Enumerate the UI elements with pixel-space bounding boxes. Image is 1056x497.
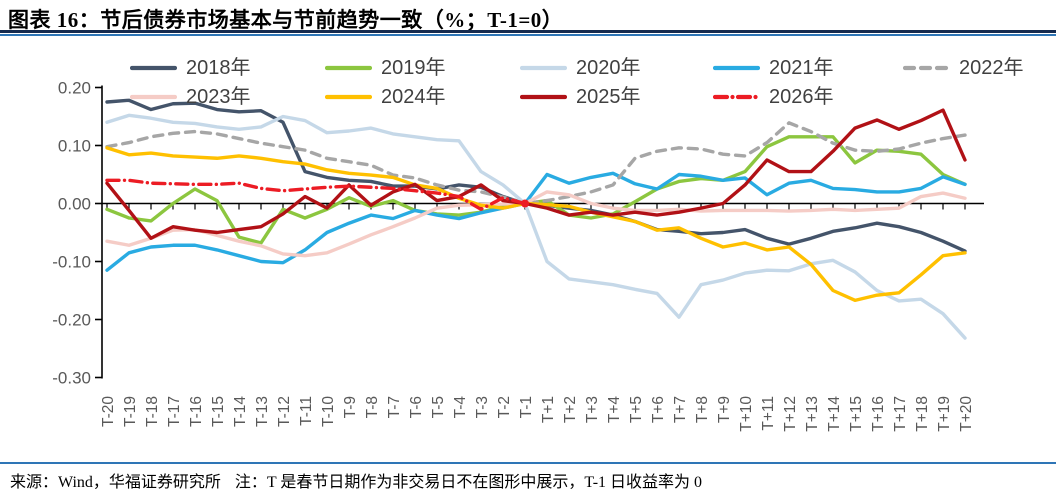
legend-item-2018年: 2018年: [130, 58, 251, 78]
series-line-2022年: [105, 121, 967, 206]
x-axis-label: T+20: [958, 396, 975, 432]
legend-item-2022年: 2022年: [903, 58, 1024, 78]
footer-separator: [0, 462, 1056, 464]
x-axis-label: T-4: [452, 396, 469, 419]
x-axis-label: T+7: [672, 396, 689, 423]
series-line-2026年: [105, 178, 527, 212]
x-axis-label: T-17: [166, 396, 183, 427]
series-line-2024年: [105, 146, 967, 303]
y-axis-label: 0.20: [58, 79, 91, 98]
x-axis-label: T-1: [518, 396, 535, 418]
x-axis-label: T-19: [122, 396, 139, 427]
x-axis-label: T-6: [408, 396, 425, 418]
legend-label: 2018年: [186, 57, 251, 79]
x-axis-label: T-10: [320, 396, 337, 427]
x-axis-label: T-3: [474, 396, 491, 418]
x-axis-label: T+14: [826, 396, 843, 432]
x-axis-label: T+1: [540, 396, 557, 423]
x-axis-label: T+19: [936, 396, 953, 432]
x-axis-label: T+13: [804, 396, 821, 432]
series-line-2021年: [105, 171, 967, 272]
y-axis-label: 0.00: [58, 195, 91, 214]
footer-source: 来源：Wind，华福证券研究所: [10, 474, 221, 491]
footer: 来源：Wind，华福证券研究所 注：T 是春节日期作为非交易日不在图形中展示，T-…: [10, 468, 1050, 492]
legend-swatch-line: [713, 94, 760, 100]
y-axis-label: 0.10: [58, 137, 91, 156]
legend-swatch-line: [520, 94, 567, 100]
x-axis-label: T-20: [100, 396, 117, 427]
legend-item-2024年: 2024年: [325, 87, 446, 107]
series-end-dot-2026年: [521, 199, 529, 208]
y-axis-label: -0.30: [52, 369, 91, 388]
legend-label: 2020年: [576, 57, 641, 79]
legend-label: 2019年: [381, 57, 446, 79]
legend-swatch-line: [130, 94, 177, 100]
x-axis-label: T-5: [430, 396, 447, 418]
x-axis-label: T+3: [584, 396, 601, 423]
series-line-2023年: [105, 190, 967, 258]
legend-swatch-line: [713, 65, 760, 71]
x-axis-label: T+4: [606, 396, 623, 424]
y-axis-label: -0.10: [52, 253, 91, 272]
legend-label: 2026年: [769, 86, 834, 108]
x-axis-label: T+18: [914, 396, 931, 432]
legend-item-2025年: 2025年: [520, 87, 641, 107]
x-axis-label: T-8: [364, 396, 381, 418]
x-axis-label: T+5: [628, 396, 645, 423]
x-axis-label: T+17: [892, 396, 909, 432]
legend-label: 2021年: [769, 57, 834, 79]
x-axis-label: T+15: [848, 396, 865, 432]
x-axis-label: T-2: [496, 396, 513, 418]
x-axis-label: T-11: [298, 396, 315, 426]
x-axis-label: T+2: [562, 396, 579, 423]
x-axis-label: T+11: [760, 396, 777, 431]
legend-swatch-line: [130, 65, 177, 71]
title-underline-blue: [0, 34, 1056, 36]
legend-item-2021年: 2021年: [713, 58, 834, 78]
legend-swatch-line: [903, 65, 950, 71]
title-underline-dark: [0, 30, 1056, 33]
x-axis-label: T+6: [650, 396, 667, 423]
x-axis-label: T+9: [716, 396, 733, 423]
footer-note: 注：T 是春节日期作为非交易日不在图形中展示，T-1 日收益率为 0: [234, 474, 703, 491]
legend-item-2019年: 2019年: [325, 58, 446, 78]
legend-label: 2024年: [381, 86, 446, 108]
legend-swatch-line: [520, 65, 567, 71]
x-axis-label: T+16: [870, 396, 887, 432]
x-axis-label: T-18: [144, 396, 161, 427]
x-axis-label: T+10: [738, 396, 755, 432]
legend-label: 2023年: [186, 86, 251, 108]
legend-swatch-line: [325, 94, 372, 100]
x-axis-label: T-14: [232, 396, 249, 427]
x-axis-label: T+8: [694, 396, 711, 423]
x-axis-label: T+12: [782, 396, 799, 432]
x-axis-label: T-7: [386, 396, 403, 418]
series-line-2020年: [105, 113, 967, 340]
legend-item-2026年: 2026年: [713, 87, 834, 107]
x-axis-label: T-12: [276, 396, 293, 427]
x-axis-label: T-13: [254, 396, 271, 427]
series-line-2025年: [105, 108, 967, 241]
legend-item-2023年: 2023年: [130, 87, 251, 107]
x-axis-label: T-16: [188, 396, 205, 427]
legend-label: 2022年: [959, 57, 1024, 79]
x-axis-label: T-15: [210, 396, 227, 427]
legend-swatch-line: [325, 65, 372, 71]
y-axis-label: -0.20: [52, 311, 91, 330]
legend-label: 2025年: [576, 86, 641, 108]
x-axis-label: T-9: [342, 396, 359, 418]
chart-title: 图表 16：节后债券市场基本与节前趋势一致（%；T-1=0）: [8, 8, 564, 32]
legend-item-2020年: 2020年: [520, 58, 641, 78]
